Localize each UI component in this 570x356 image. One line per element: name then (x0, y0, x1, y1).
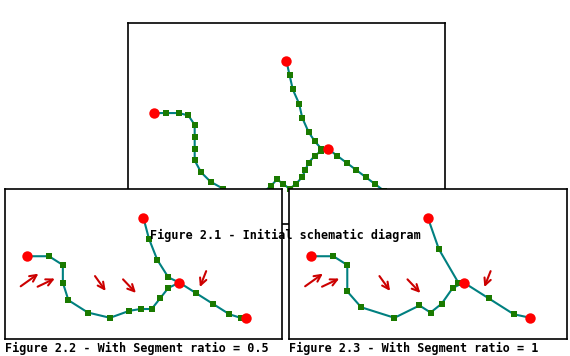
Text: Figure 2.3 - With Segment ratio = 1: Figure 2.3 - With Segment ratio = 1 (289, 342, 538, 355)
Text: Figure 2.2 - With Segment ratio = 0.5: Figure 2.2 - With Segment ratio = 0.5 (5, 342, 268, 355)
Text: Figure 2.1 - Initial schematic diagram: Figure 2.1 - Initial schematic diagram (149, 229, 421, 242)
